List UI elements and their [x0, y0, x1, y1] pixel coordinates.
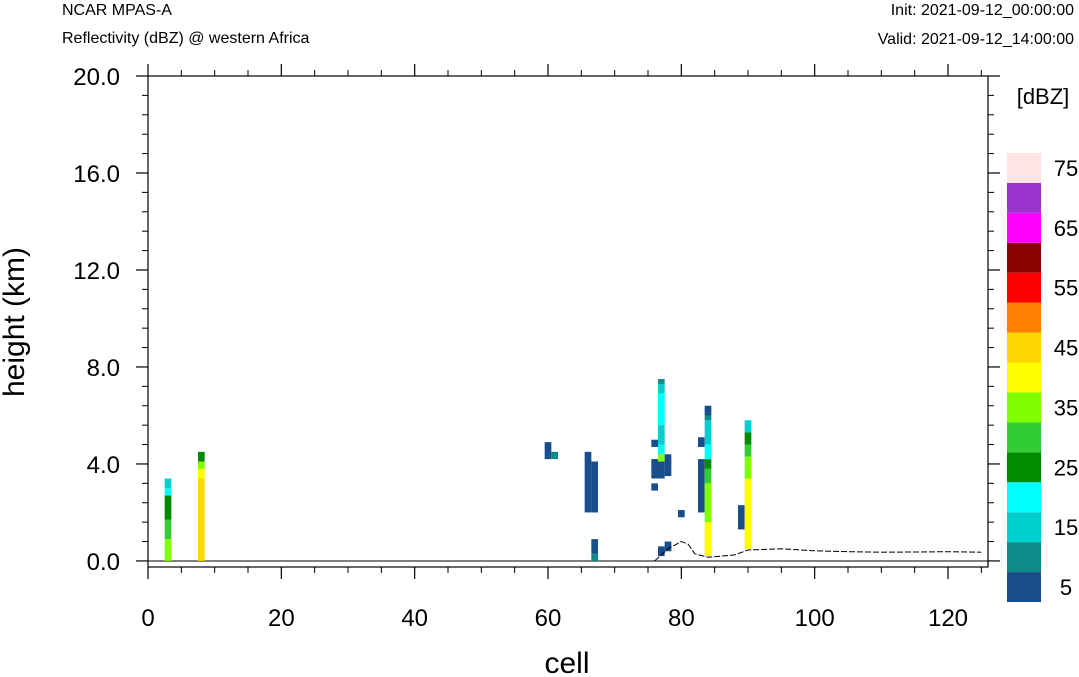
colorbar: 5 15 25 35 45 55 65 75 — [1007, 153, 1078, 602]
reflectivity-cell — [698, 437, 705, 447]
reflectivity-cell — [704, 415, 712, 421]
colorbar-swatch — [1007, 572, 1041, 602]
y-tick-label: 12.0 — [73, 258, 120, 285]
reflectivity-cell — [658, 425, 665, 445]
colorbar-label: 65 — [1054, 216, 1078, 241]
reflectivity-cell — [651, 459, 658, 479]
axis-ticks: 0 20 40 60 80 100 120 0.0 4.0 8.0 12.0 16.0 20.0 — [73, 64, 1000, 632]
reflectivity-cell — [658, 454, 665, 462]
terrain-line — [654, 540, 982, 562]
colorbar-label: 5 — [1060, 575, 1072, 600]
plot-frame — [147, 75, 989, 568]
reflectivity-cell — [658, 444, 665, 455]
reflectivity-cell — [658, 379, 665, 384]
colorbar-swatch — [1007, 452, 1041, 483]
x-tick-label: 100 — [795, 605, 835, 632]
reflectivity-cell — [198, 461, 205, 469]
x-tick-label: 120 — [928, 605, 968, 632]
x-tick-label: 20 — [268, 605, 295, 632]
reflectivity-cell — [164, 519, 172, 540]
reflectivity-cell — [704, 459, 712, 469]
y-axis-label: height (km) — [0, 247, 31, 397]
colorbar-label: 45 — [1054, 336, 1078, 361]
colorbar-label: 75 — [1054, 156, 1078, 181]
plot-area — [148, 379, 988, 562]
reflectivity-cell — [164, 478, 172, 489]
reflectivity-cell — [704, 522, 712, 557]
reflectivity-cell — [198, 468, 205, 479]
field-subtitle: Reflectivity (dBZ) @ western Africa — [62, 30, 310, 47]
reflectivity-cell — [744, 432, 752, 445]
reflectivity-cell — [704, 420, 712, 445]
colorbar-label: 25 — [1054, 455, 1078, 480]
reflectivity-cell — [744, 444, 752, 457]
y-tick-label: 0.0 — [87, 549, 120, 576]
colorbar-swatch — [1007, 153, 1041, 183]
reflectivity-cell — [704, 468, 712, 484]
colorbar-swatch — [1007, 362, 1041, 393]
reflectivity-cell — [704, 483, 712, 523]
colorbar-swatch — [1007, 212, 1041, 243]
x-tick-label: 80 — [668, 605, 695, 632]
y-tick-label: 16.0 — [73, 161, 120, 188]
colorbar-swatch — [1007, 332, 1041, 363]
y-tick-label: 4.0 — [87, 452, 120, 479]
reflectivity-cell — [658, 461, 665, 479]
reflectivity-cell — [704, 444, 712, 460]
reflectivity-cell — [744, 456, 752, 479]
colorbar-swatch — [1007, 512, 1041, 543]
reflectivity-cell — [164, 539, 172, 561]
valid-time: Valid: 2021-09-12_14:00:00 — [877, 31, 1074, 48]
reflectivity-cell — [591, 553, 598, 561]
init-time: Init: 2021-09-12_00:00:00 — [890, 2, 1074, 19]
colorbar-swatch — [1007, 542, 1041, 573]
reflectivity-cell — [584, 451, 592, 513]
reflectivity-cell — [198, 478, 205, 561]
reflectivity-cell — [651, 439, 658, 447]
reflectivity-cell — [591, 539, 598, 554]
model-title: NCAR MPAS-A — [62, 2, 172, 19]
colorbar-label: 55 — [1054, 276, 1078, 301]
reflectivity-cell — [744, 478, 752, 549]
colorbar-unit: [dBZ] — [1017, 84, 1070, 109]
x-axis-label: cell — [544, 647, 589, 677]
reflectivity-cell — [704, 405, 712, 416]
reflectivity-cell — [738, 505, 745, 530]
colorbar-swatch — [1007, 242, 1041, 273]
colorbar-swatch — [1007, 302, 1041, 333]
x-tick-label: 0 — [141, 605, 154, 632]
colorbar-swatch — [1007, 392, 1041, 423]
reflectivity-cell — [198, 451, 205, 462]
reflectivity-cell — [664, 541, 672, 552]
x-tick-label: 40 — [401, 605, 428, 632]
colorbar-swatch — [1007, 422, 1041, 453]
y-tick-label: 20.0 — [73, 64, 120, 91]
reflectivity-cell — [164, 488, 172, 496]
colorbar-swatch — [1007, 182, 1041, 213]
colorbar-label: 35 — [1054, 395, 1078, 420]
reflectivity-cell — [744, 420, 752, 433]
reflectivity-cell — [658, 546, 665, 557]
reflectivity-cell — [698, 459, 705, 513]
reflectivity-cell — [678, 510, 685, 518]
colorbar-swatch — [1007, 482, 1041, 513]
colorbar-label: 15 — [1054, 515, 1078, 540]
x-tick-label: 60 — [535, 605, 562, 632]
reflectivity-cell — [544, 442, 552, 460]
colorbar-swatch — [1007, 272, 1041, 303]
reflectivity-cell — [551, 451, 558, 460]
reflectivity-cell — [591, 461, 598, 513]
reflectivity-cell — [164, 495, 172, 520]
reflectivity-cell — [658, 383, 665, 394]
reflectivity-cell — [664, 454, 672, 477]
y-tick-label: 8.0 — [87, 355, 120, 382]
reflectivity-cell — [658, 393, 665, 426]
reflectivity-cell — [651, 483, 658, 491]
